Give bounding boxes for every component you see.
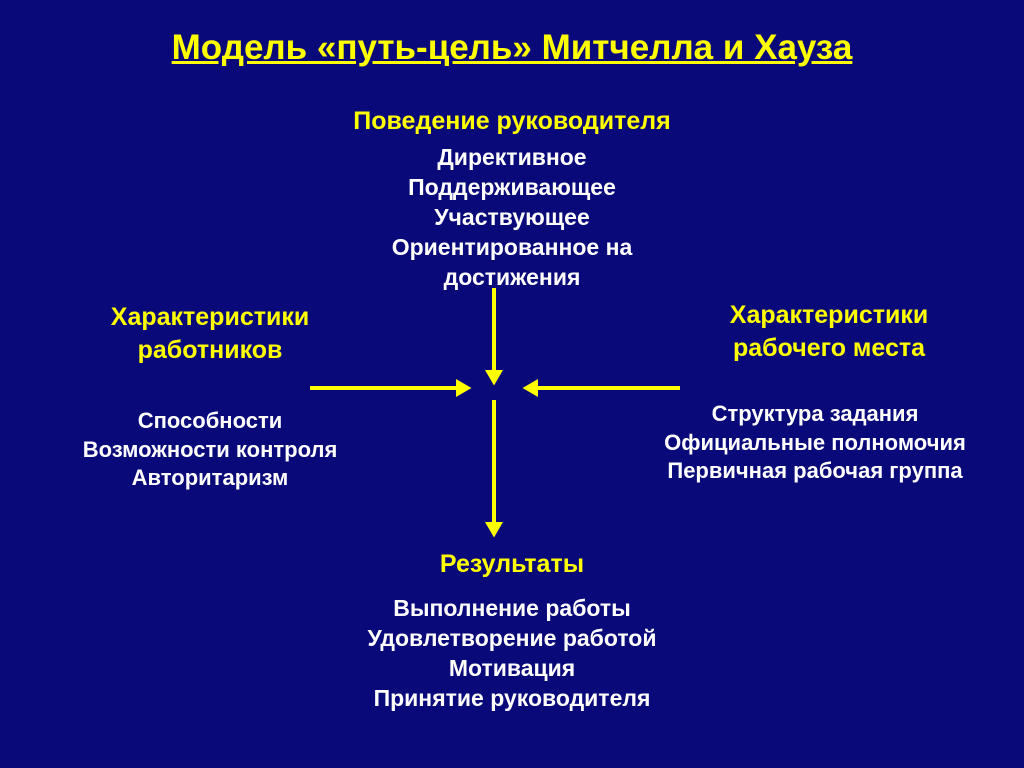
left-item: Возможности контроля — [30, 436, 390, 465]
result-item: Принятие руководителя — [0, 684, 1024, 714]
right-items: Структура задания Официальные полномочия… — [610, 400, 1020, 486]
top-item: Поддерживающее — [0, 173, 1024, 203]
right-item: Структура задания — [610, 400, 1020, 429]
top-item: Участвующее — [0, 203, 1024, 233]
right-item: Первичная рабочая группа — [610, 457, 1020, 486]
result-item: Выполнение работы — [0, 594, 1024, 624]
left-item: Авторитаризм — [30, 464, 390, 493]
right-heading-line: Характеристики — [664, 299, 994, 332]
right-item: Официальные полномочия — [610, 429, 1020, 458]
result-item: Удовлетворение работой — [0, 624, 1024, 654]
top-item: Ориентированное на — [0, 233, 1024, 263]
top-heading: Поведение руководителя — [0, 105, 1024, 138]
left-heading: Характеристики работников — [60, 301, 360, 366]
result-item: Мотивация — [0, 654, 1024, 684]
result-items: Выполнение работы Удовлетворение работой… — [0, 594, 1024, 714]
top-item: Директивное — [0, 143, 1024, 173]
left-item: Способности — [30, 407, 390, 436]
left-items: Способности Возможности контроля Авторит… — [30, 407, 390, 493]
page-title: Модель «путь-цель» Митчелла и Хауза — [0, 28, 1024, 68]
left-heading-line: Характеристики — [60, 301, 360, 334]
left-heading-line: работников — [60, 334, 360, 367]
right-heading-line: рабочего места — [664, 332, 994, 365]
top-item: достижения — [0, 263, 1024, 293]
result-heading: Результаты — [0, 548, 1024, 581]
top-items: Директивное Поддерживающее Участвующее О… — [0, 143, 1024, 292]
right-heading: Характеристики рабочего места — [664, 299, 994, 364]
